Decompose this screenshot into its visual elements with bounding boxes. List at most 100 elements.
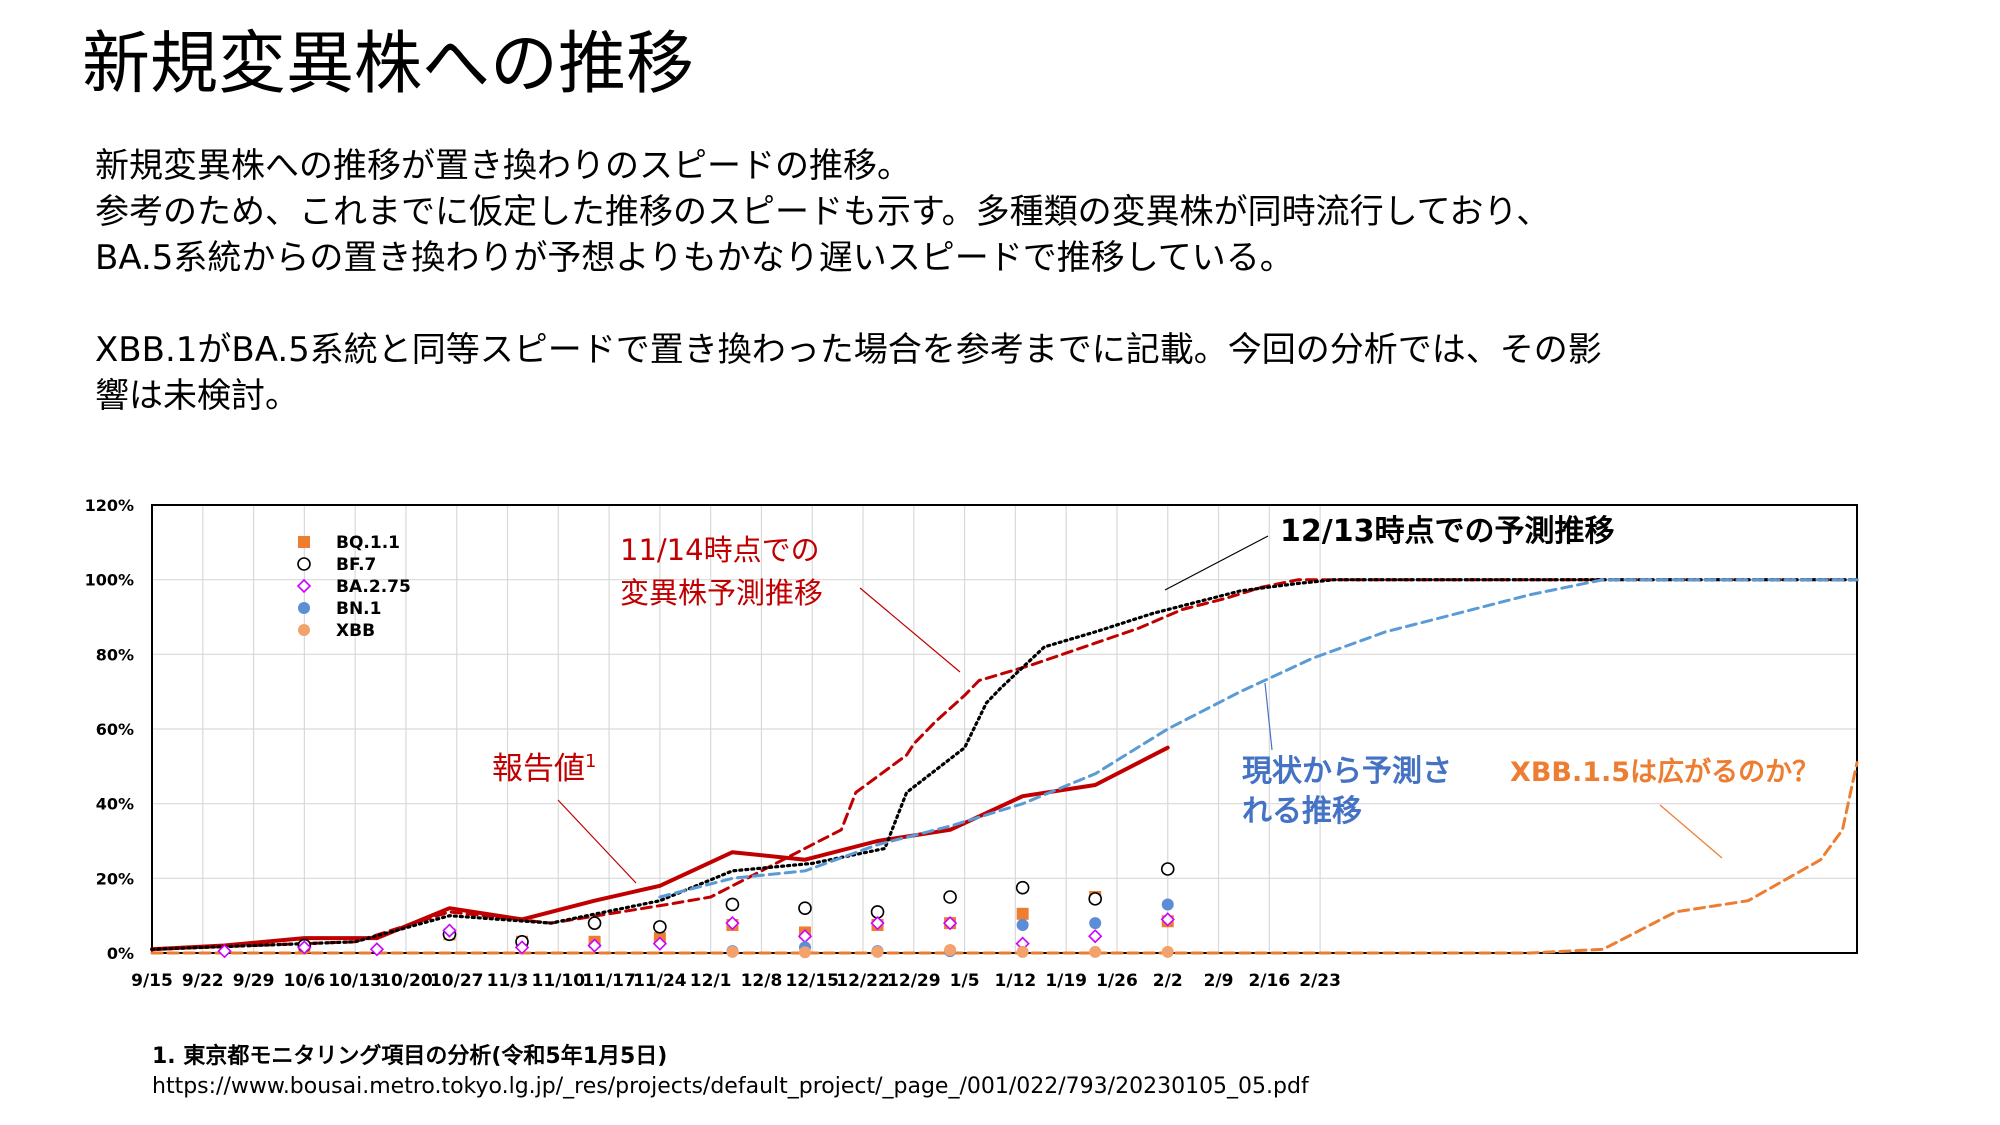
- ba275-point: [725, 916, 740, 931]
- y-tick-label: 0%: [107, 944, 134, 963]
- x-tick-label: 10/20: [379, 971, 433, 991]
- description-line: 新規変異株への推移が置き換わりのスピードの推移。: [95, 146, 911, 186]
- xbb-point: [726, 945, 739, 958]
- legend-bn1-label: BN.1: [336, 599, 381, 619]
- description-line: BA.5系統からの置き換わりが予想よりもかなり遅いスピードで推移している。: [95, 238, 1294, 278]
- ba275-point: [369, 942, 385, 957]
- ba275-point: [217, 944, 232, 959]
- xbb-point: [1089, 945, 1102, 958]
- x-tick-label: 1/12: [995, 971, 1037, 991]
- annotation-1114-line1: 11/14時点での: [620, 533, 820, 567]
- annotation-xbb15: XBB.1.5は広がるのか？: [1510, 756, 1819, 788]
- x-tick-label: 11/17: [582, 971, 636, 991]
- leader-current: [1264, 682, 1273, 751]
- x-tick-label: 12/15: [785, 971, 839, 991]
- ba275-point: [587, 938, 602, 953]
- x-tick-label: 2/23: [1299, 971, 1341, 991]
- leader-1213: [1164, 535, 1269, 591]
- x-tick-label: 11/3: [487, 971, 529, 991]
- legend-ba275-label: BA.2.75: [336, 577, 411, 597]
- current-forecast-line: [658, 578, 1859, 899]
- y-tick-label: 60%: [96, 720, 134, 739]
- x-tick-label: 1/26: [1096, 971, 1138, 991]
- footnote-reference: 1. 東京都モニタリング項目の分析(令和5年1月5日): [152, 1044, 668, 1069]
- xbb-point: [1016, 945, 1029, 958]
- bf7-point: [725, 897, 740, 912]
- description-line: 響は未検討。: [95, 376, 299, 416]
- x-tick-label: 9/29: [233, 971, 275, 991]
- page-title: 新規変異株への推移: [82, 25, 695, 104]
- bf7-point: [798, 901, 812, 916]
- x-tick-label: 9/15: [131, 971, 173, 991]
- description-line: XBB.1がBA.5系統と同等スピードで置き換わった場合を参考までに記載。今回の…: [95, 330, 1602, 370]
- y-tick-label: 20%: [96, 869, 134, 888]
- x-tick-label: 2/9: [1204, 971, 1234, 991]
- legend-bf7-label: BF.7: [336, 555, 376, 575]
- x-tick-label: 12/22: [836, 971, 890, 991]
- annotation-1213: 12/13時点での予測推移: [1280, 514, 1614, 549]
- bf7-point: [943, 890, 957, 904]
- x-tick-label: 2/2: [1153, 971, 1183, 991]
- x-tick-label: 9/22: [182, 971, 224, 991]
- ba275-point: [297, 940, 312, 955]
- ba275-point: [942, 916, 958, 931]
- footnote-url: https://www.bousai.metro.tokyo.lg.jp/_re…: [152, 1074, 1309, 1099]
- ba275-point: [442, 923, 457, 938]
- leader-xbb15: [1659, 804, 1723, 859]
- annotation-reported: 報告値1: [492, 751, 596, 787]
- x-tick-label: 1/19: [1045, 971, 1087, 991]
- legend-bn1-marker: [298, 602, 310, 614]
- xbb-point: [944, 944, 957, 957]
- ba275-point: [1160, 912, 1175, 927]
- ba275-point: [1088, 929, 1103, 944]
- legend-bq11-label: BQ.1.1: [336, 533, 400, 553]
- annotation-current-line1: 現状から予測さ: [1242, 754, 1452, 789]
- annotation-reported-superscript: 1: [585, 751, 596, 772]
- ba275-point: [514, 940, 530, 955]
- y-tick-label: 40%: [96, 795, 134, 814]
- annotation-1114-line2: 変異株予測推移: [620, 576, 823, 610]
- bf7-point: [1015, 880, 1030, 895]
- x-tick-label: 11/10: [532, 971, 586, 991]
- xbb15-line: [150, 761, 1859, 955]
- bn1-point: [1089, 917, 1102, 930]
- bf7-point: [653, 920, 667, 934]
- x-tick-label: 10/6: [284, 971, 326, 991]
- legend-bq11-marker: [298, 536, 310, 548]
- forecast-1213-line: [150, 578, 1859, 951]
- leader-1114: [859, 587, 961, 673]
- legend-xbb-label: XBB: [336, 621, 375, 641]
- bf7-point: [1160, 862, 1175, 876]
- x-tick-label: 12/29: [887, 971, 941, 991]
- xbb-point: [798, 946, 811, 959]
- bq11-point: [1016, 907, 1029, 920]
- bf7-point: [1088, 892, 1102, 906]
- y-tick-label: 100%: [85, 571, 134, 590]
- xbb-point: [871, 945, 884, 958]
- leader-reported: [557, 799, 637, 884]
- bf7-point: [587, 916, 602, 930]
- legend-xbb-marker: [298, 624, 310, 636]
- x-tick-label: 1/5: [950, 971, 980, 991]
- x-tick-label: 12/1: [690, 971, 732, 991]
- x-tick-label: 12/8: [741, 971, 783, 991]
- xbb-point: [1161, 945, 1174, 958]
- bn1-point: [1016, 919, 1029, 931]
- ba275-point: [652, 936, 668, 951]
- y-tick-label: 80%: [96, 645, 134, 664]
- x-tick-label: 10/13: [328, 971, 382, 991]
- footnote: 1. 東京都モニタリング項目の分析(令和5年1月5日) https://www.…: [152, 1042, 1309, 1102]
- description-line: 参考のため、これまでに仮定した推移のスピードも示す。多種類の変異株が同時流行して…: [95, 192, 1551, 232]
- annotation-current-line2: れる推移: [1242, 794, 1362, 829]
- reported-line: [150, 745, 1170, 952]
- x-tick-label: 11/24: [633, 971, 687, 991]
- legend-ba275-marker: [296, 578, 312, 594]
- legend-bf7-marker: [297, 557, 311, 571]
- bn1-point: [1161, 898, 1174, 911]
- x-tick-label: 10/27: [430, 971, 484, 991]
- ba275-point: [870, 916, 885, 931]
- x-tick-label: 2/16: [1248, 971, 1290, 991]
- description-text: 新規変異株への推移が置き換わりのスピードの推移。 参考のため、これまでに仮定した…: [95, 143, 1945, 419]
- y-tick-label: 120%: [85, 496, 134, 515]
